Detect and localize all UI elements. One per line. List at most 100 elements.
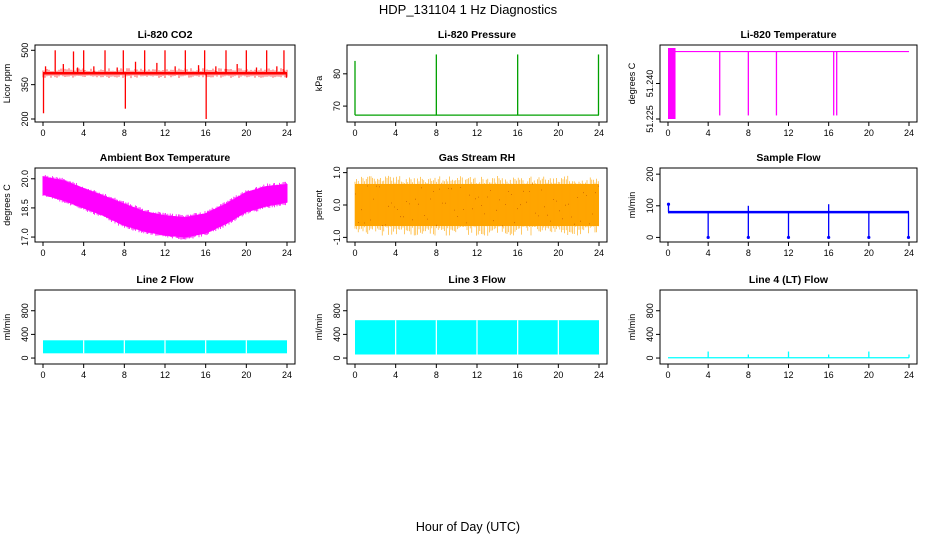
x-tick-label: 8 (122, 370, 127, 380)
y-tick-label: 800 (332, 303, 342, 318)
x-tick-label: 16 (824, 248, 834, 258)
x-tick-label: 12 (160, 248, 170, 258)
x-tick-label: 4 (706, 248, 711, 258)
y-tick-label: 0 (645, 356, 655, 361)
figure-xlabel: Hour of Day (UTC) (416, 520, 520, 534)
x-tick-label: 12 (783, 128, 793, 138)
x-tick-label: 0 (40, 248, 45, 258)
chart-panel-4: Ambient Box Temperature degrees C 0 4 8 12 16 2… (2, 152, 296, 258)
x-tick-label: 16 (824, 370, 834, 380)
y-tick-label: 51.225 (645, 105, 655, 133)
y-tick-label: -1.0 (332, 230, 342, 246)
y-axis-label: kPa (314, 76, 324, 92)
y-tick-label: 200 (20, 111, 30, 126)
x-tick-label: 24 (594, 370, 604, 380)
y-axis-label: degrees C (627, 62, 637, 104)
chart-title: Line 4 (LT) Flow (749, 274, 829, 286)
x-tick-label: 8 (122, 248, 127, 258)
x-tick-label: 12 (160, 128, 170, 138)
x-tick-label: 4 (393, 248, 398, 258)
x-tick-label: 4 (81, 128, 86, 138)
x-tick-label: 16 (201, 248, 211, 258)
chart-panel-6: Sample Flow ml/min 0 4 8 12 16 20 24 0 100 200 (627, 152, 918, 258)
chart-title: Li-820 Pressure (438, 29, 516, 41)
data-noise (354, 175, 599, 236)
y-tick-label: 0.0 (332, 199, 342, 212)
y-tick-label: 400 (20, 327, 30, 342)
x-tick-label: 0 (352, 248, 357, 258)
chart-title: Li-820 CO2 (138, 29, 193, 41)
x-tick-label: 20 (864, 370, 874, 380)
y-tick-label: 400 (645, 327, 655, 342)
y-tick-label: 400 (332, 327, 342, 342)
y-tick-label: 70 (332, 101, 342, 111)
plot-frame (346, 44, 608, 123)
x-tick-label: 12 (472, 128, 482, 138)
y-axis-label: degrees C (2, 184, 12, 226)
plot-area (42, 50, 288, 119)
y-tick-label: 51.240 (645, 70, 655, 98)
y-tick-label: 500 (20, 43, 30, 58)
x-tick-label: 24 (282, 248, 292, 258)
chart-title: Li-820 Temperature (740, 29, 836, 41)
chart-panel-2: Li-820 Pressure kPa 0 4 8 12 16 20 24 70 80 (314, 29, 608, 138)
plot-frame (659, 44, 918, 123)
x-tick-label: 24 (904, 248, 914, 258)
data-point (867, 235, 871, 240)
y-axis-label: ml/min (314, 314, 324, 341)
x-tick-label: 4 (81, 370, 86, 380)
x-tick-label: 8 (434, 248, 439, 258)
x-tick-label: 4 (393, 370, 398, 380)
x-tick-label: 20 (553, 128, 563, 138)
chart-panel-9: Line 4 (LT) Flow ml/min 0 4 8 12 16 20 24 0 400 800 (627, 274, 918, 380)
x-tick-label: 12 (472, 248, 482, 258)
x-tick-label: 4 (706, 370, 711, 380)
x-tick-label: 0 (352, 128, 357, 138)
chart-title: Line 2 Flow (136, 274, 194, 286)
y-tick-label: 800 (20, 303, 30, 318)
plot-area (43, 340, 287, 354)
x-tick-label: 0 (665, 370, 670, 380)
x-tick-label: 8 (746, 370, 751, 380)
data-band-texture (42, 175, 287, 240)
x-tick-label: 20 (553, 370, 563, 380)
chart-title: Ambient Box Temperature (100, 152, 231, 164)
data-block (668, 48, 676, 119)
y-axis-label: Licor ppm (2, 64, 12, 104)
y-tick-label: 0 (332, 356, 342, 361)
y-tick-label: 80 (332, 69, 342, 79)
y-tick-label: 200 (645, 167, 655, 182)
plot-area (42, 175, 288, 240)
chart-panel-1: Li-820 CO2 Licor ppm 0 4 8 12 16 20 24 200 350 500 (2, 29, 296, 138)
plot-area (668, 48, 909, 119)
x-tick-label: 8 (746, 128, 751, 138)
x-tick-label: 8 (746, 248, 751, 258)
data-point (666, 202, 671, 206)
plot-area (668, 351, 910, 359)
x-tick-label: 24 (282, 128, 292, 138)
data-point (906, 235, 911, 240)
chart-panel-8: Line 3 Flow ml/min 0 4 8 12 16 20 24 0 400 800 (314, 274, 608, 380)
y-axis-label: ml/min (627, 314, 637, 341)
chart-panel-3: Li-820 Temperature degrees C 0 4 8 12 16 20 24 51… (627, 29, 918, 138)
data-point (827, 235, 831, 240)
x-tick-label: 20 (241, 248, 251, 258)
x-tick-label: 24 (594, 128, 604, 138)
x-tick-label: 12 (783, 370, 793, 380)
data-noise-dots (355, 183, 599, 227)
x-tick-label: 12 (472, 370, 482, 380)
data-point (706, 235, 710, 240)
plot-area (354, 54, 600, 116)
data-point (786, 235, 791, 240)
x-tick-label: 24 (904, 128, 914, 138)
figure-title: HDP_131104 1 Hz Diagnostics (379, 2, 558, 17)
x-tick-label: 8 (434, 128, 439, 138)
x-tick-label: 20 (241, 370, 251, 380)
x-tick-label: 16 (201, 370, 211, 380)
data-point (746, 235, 750, 240)
plot-area (355, 320, 599, 355)
plot-area (354, 175, 599, 236)
y-axis-label: ml/min (2, 314, 12, 341)
